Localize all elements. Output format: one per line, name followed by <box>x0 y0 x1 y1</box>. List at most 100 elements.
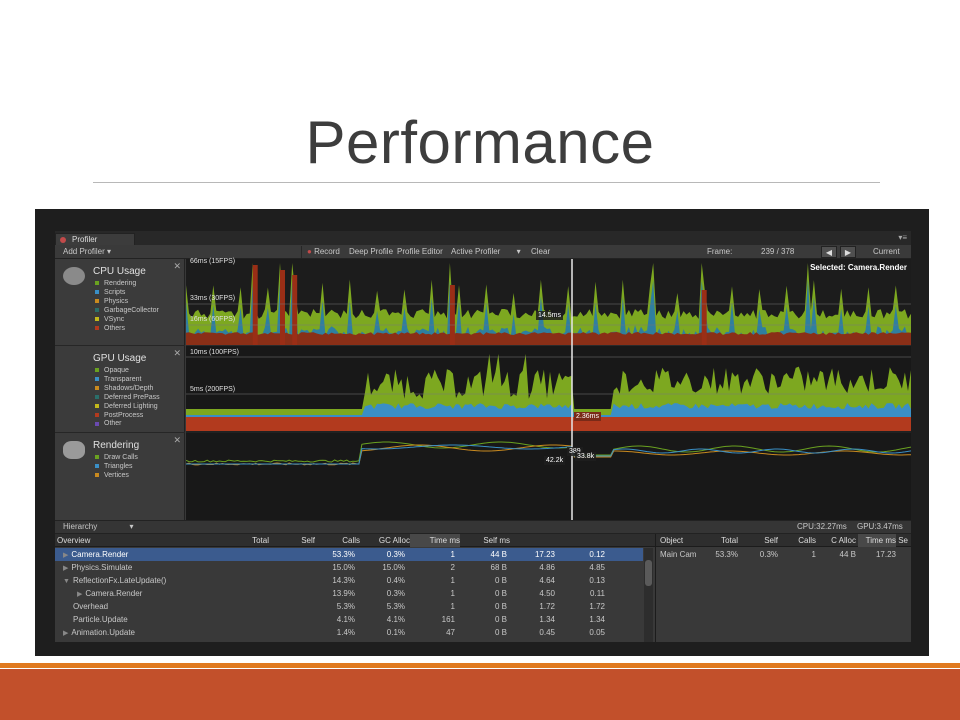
table-row[interactable]: ▶ Physics.Simulate 15.0% 15.0% 2 68 B 4.86 4.85 <box>55 561 643 574</box>
table-cell: 161 <box>441 615 455 624</box>
profiler-graphs[interactable]: 66ms (15FPS) 33ms (30FPS) 16ms (60FPS) S… <box>186 258 911 520</box>
next-frame-button[interactable]: ▶ <box>840 246 856 258</box>
legend-item[interactable]: Triangles <box>95 463 138 472</box>
current-frame-button[interactable]: Current <box>873 247 900 256</box>
table-scrollbar[interactable] <box>644 548 653 642</box>
collapsed-arrow-icon[interactable]: ▶ <box>63 565 69 572</box>
detail-cell: 44 B <box>839 550 856 559</box>
active-profiler-dropdown[interactable]: Active Profiler ▾ <box>451 245 521 259</box>
legend-item[interactable]: Deferred Lighting <box>95 403 160 412</box>
close-icon[interactable]: ✕ <box>173 348 181 358</box>
record-button[interactable]: ● Record <box>307 245 340 259</box>
column-header[interactable]: Overview <box>57 536 91 545</box>
detail-row[interactable]: Main Cam 53.3% 0.3% 1 44 B 17.23 <box>656 548 911 561</box>
table-row[interactable]: ▶ Animation.Update 1.4% 0.1% 47 0 B 0.45 0.05 <box>55 626 643 639</box>
gpu-threshold-label: 5ms (200FPS) <box>190 386 236 393</box>
draw-calls-line <box>186 441 911 463</box>
legend-item[interactable]: Draw Calls <box>95 454 138 463</box>
collapsed-arrow-icon[interactable]: ▶ <box>63 630 69 637</box>
legend-swatch <box>95 421 99 426</box>
legend-item[interactable]: GarbageCollector <box>95 307 159 316</box>
column-header[interactable]: Total <box>252 536 269 545</box>
profiler-screenshot: Profiler ▾≡ Add Profiler ▾ ● Record Deep… <box>35 209 929 656</box>
detail-column-header[interactable]: Se <box>898 536 908 545</box>
view-dropdown[interactable]: Hierarchy ▾ <box>63 521 133 533</box>
cpu-legend: Rendering Scripts Physics GarbageCollector V… <box>95 280 159 333</box>
detail-column-header[interactable]: Total <box>721 536 738 545</box>
legend-item[interactable]: Deferred PrePass <box>95 394 160 403</box>
rendering-legend: Draw Calls Triangles Vertices <box>95 454 138 481</box>
expanded-arrow-icon[interactable]: ▼ <box>63 578 70 585</box>
legend-item[interactable]: Others <box>95 325 159 334</box>
module-gpu[interactable]: GPU Usage ✕ Opaque Transparent Shadows/Dep… <box>55 346 185 433</box>
scrollbar-thumb[interactable] <box>645 560 652 586</box>
legend-item[interactable]: Scripts <box>95 289 159 298</box>
gpu-legend: Opaque Transparent Shadows/Depth Deferred P… <box>95 367 160 429</box>
detail-column-header[interactable]: Time ms <box>858 534 896 547</box>
graph-area[interactable] <box>186 259 911 520</box>
legend-item[interactable]: Vertices <box>95 472 138 481</box>
tab-profiler[interactable]: Profiler <box>55 233 135 245</box>
row-name: Overhead <box>73 602 109 611</box>
tab-menu-icon[interactable]: ▾≡ <box>898 233 907 242</box>
legend-label: Deferred PrePass <box>104 393 160 401</box>
legend-item[interactable]: VSync <box>95 316 159 325</box>
table-cell: 0.12 <box>589 550 605 559</box>
footer-band <box>0 669 960 720</box>
column-header[interactable]: Time ms <box>410 534 460 547</box>
module-cpu[interactable]: CPU Usage ✕ Rendering Scripts Physics Garba… <box>55 259 185 346</box>
legend-item[interactable]: Physics <box>95 298 159 307</box>
detail-column-header[interactable]: C Alloc <box>831 536 856 545</box>
table-row[interactable]: ▶ Camera.Render 13.9% 0.3% 1 0 B 4.50 0.11 <box>55 587 643 600</box>
detail-column-header[interactable]: Object <box>660 536 684 545</box>
table-cell: 68 B <box>490 563 507 572</box>
prev-frame-button[interactable]: ◀ <box>821 246 837 258</box>
column-header[interactable]: Self <box>301 536 315 545</box>
tab-bar: Profiler ▾≡ <box>55 231 911 245</box>
legend-swatch <box>95 412 99 417</box>
row-name: Physics.Simulate <box>71 563 133 572</box>
clear-button[interactable]: Clear <box>531 247 551 256</box>
legend-label: Other <box>104 420 122 428</box>
table-row[interactable]: Overhead 5.3% 5.3% 1 0 B 1.72 1.72 <box>55 600 643 613</box>
legend-swatch <box>95 403 99 408</box>
module-rendering[interactable]: Rendering ✕ Draw Calls Triangles Vertices <box>55 433 185 520</box>
deep-profile-button[interactable]: Deep Profile <box>349 247 394 256</box>
legend-item[interactable]: Transparent <box>95 376 160 385</box>
legend-item[interactable]: Other <box>95 420 160 429</box>
table-cell: 1.34 <box>589 615 605 624</box>
chevron-down-icon: ▾ <box>129 522 134 531</box>
close-icon[interactable]: ✕ <box>173 261 181 271</box>
close-icon[interactable]: ✕ <box>173 435 181 445</box>
column-header[interactable]: GC Alloc <box>378 536 410 545</box>
profile-editor-button[interactable]: Profile Editor <box>397 247 443 256</box>
legend-item[interactable]: PostProcess <box>95 412 160 421</box>
row-name-cell: Particle.Update <box>73 613 128 626</box>
detail-column-header[interactable]: Calls <box>798 536 816 545</box>
column-header[interactable]: Calls <box>342 536 360 545</box>
collapsed-arrow-icon[interactable]: ▶ <box>63 552 69 559</box>
cpu-threshold-label: 33ms (30FPS) <box>190 295 236 302</box>
cpu-spike <box>252 265 258 345</box>
legend-swatch <box>95 316 99 321</box>
collapsed-arrow-icon[interactable]: ▶ <box>77 591 83 598</box>
add-profiler-dropdown[interactable]: Add Profiler ▾ <box>63 245 111 259</box>
table-row[interactable]: Particle.Update 4.1% 4.1% 161 0 B 1.34 1.34 <box>55 613 643 626</box>
row-name-cell: ▶ Camera.Render <box>63 548 128 562</box>
table-cell: 0.3% <box>386 589 405 598</box>
detail-column-header[interactable]: Self <box>764 536 778 545</box>
legend-item[interactable]: Shadows/Depth <box>95 385 160 394</box>
table-row[interactable]: ▶ Camera.Render 53.3% 0.3% 1 44 B 17.23 0.12 <box>55 548 643 561</box>
table-cell: 53.3% <box>332 550 355 559</box>
legend-swatch <box>95 298 99 303</box>
cpu-time-total: CPU:32.27ms <box>797 522 847 531</box>
table-cell: 4.1% <box>386 615 405 624</box>
table-row[interactable]: ▼ ReflectionFx.LateUpdate() 14.3% 0.4% 1 0 B 4… <box>55 574 643 587</box>
table-header: Overview Total Self Calls GC Alloc Time ms Sel… <box>55 534 655 547</box>
column-header[interactable]: Self ms <box>483 536 510 545</box>
draw-calls-value: 389 <box>567 447 583 456</box>
legend-item[interactable]: Opaque <box>95 367 160 376</box>
legend-item[interactable]: Rendering <box>95 280 159 289</box>
row-name-cell: Overhead <box>73 600 108 613</box>
table-cell: 0.3% <box>386 550 405 559</box>
